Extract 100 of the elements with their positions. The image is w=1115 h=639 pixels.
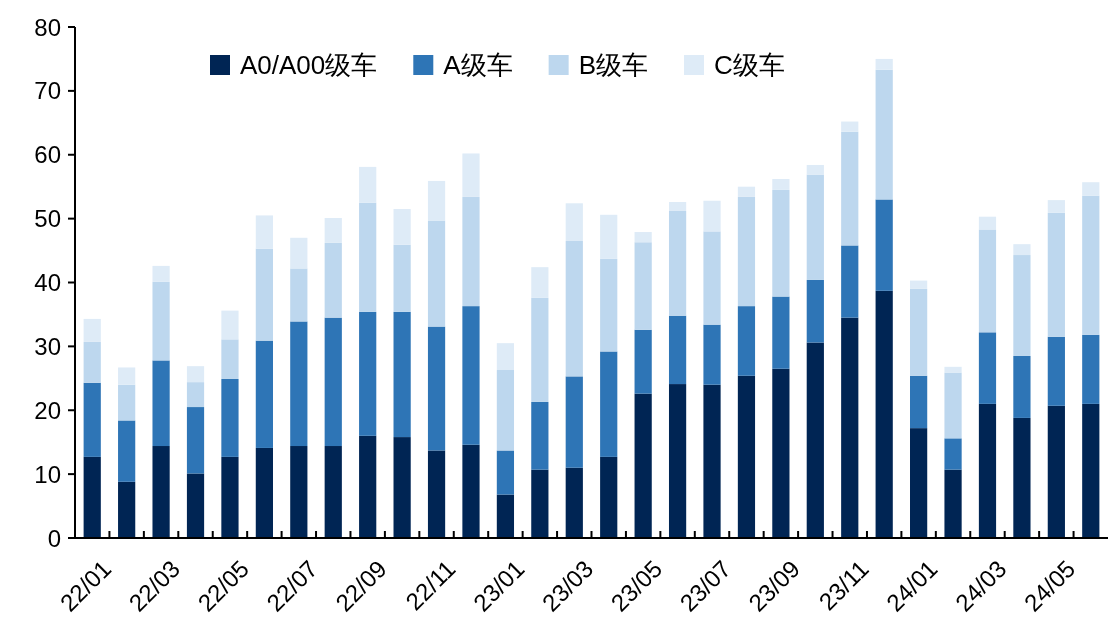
bar [393, 244, 411, 312]
bar [703, 384, 721, 538]
bar [83, 382, 101, 457]
bar [118, 420, 136, 482]
bar [393, 437, 411, 538]
bar [1013, 355, 1031, 418]
bar [841, 131, 859, 246]
bar [772, 179, 790, 190]
bar [703, 200, 721, 232]
bar [875, 199, 893, 291]
bar [531, 297, 549, 402]
bar [944, 366, 962, 373]
bar [1082, 403, 1100, 538]
bar [324, 317, 342, 447]
bar [118, 384, 136, 421]
bar [1082, 195, 1100, 335]
bar [255, 447, 273, 538]
bar [1013, 244, 1031, 256]
bar [255, 248, 273, 341]
bar [531, 267, 549, 298]
bar [703, 324, 721, 385]
bar [359, 435, 377, 538]
bar [255, 215, 273, 249]
bar [772, 189, 790, 297]
legend-label: B级车 [578, 50, 648, 80]
bar [393, 311, 411, 438]
y-tick-label: 20 [34, 396, 61, 424]
bar [703, 231, 721, 325]
bar [83, 456, 101, 538]
y-tick-label: 70 [34, 77, 61, 105]
bar [600, 258, 618, 352]
bar [496, 370, 515, 451]
bar [1082, 334, 1100, 404]
bar [634, 329, 652, 394]
bar [427, 220, 446, 327]
bar [978, 332, 997, 404]
bar [531, 469, 549, 538]
bar [910, 280, 928, 289]
bar [772, 368, 790, 538]
bar [221, 456, 239, 538]
bar [841, 317, 859, 538]
bar [875, 58, 893, 70]
bar [152, 281, 170, 361]
bar [221, 339, 239, 379]
bar [978, 229, 997, 333]
bar [806, 342, 824, 538]
legend-label: C级车 [713, 50, 785, 80]
bar [944, 438, 962, 470]
bar [118, 481, 136, 538]
bar [324, 217, 342, 243]
bar [462, 196, 480, 307]
bar [290, 237, 308, 269]
bar [668, 384, 687, 538]
bar [910, 288, 928, 376]
bar [1047, 405, 1065, 538]
bar [221, 378, 239, 457]
bar [600, 351, 618, 457]
bar [668, 210, 687, 316]
bar [186, 382, 205, 408]
bar [668, 315, 687, 385]
y-tick-label: 30 [34, 332, 61, 360]
bar [531, 401, 549, 470]
bar [806, 174, 824, 280]
bar [565, 240, 583, 377]
bar [737, 186, 756, 197]
bar [186, 473, 205, 538]
bar [944, 372, 962, 439]
bar [634, 232, 652, 243]
bar [83, 318, 101, 342]
bar [600, 214, 618, 259]
y-tick-label: 60 [34, 141, 61, 169]
bar [359, 202, 377, 312]
bar [83, 341, 101, 383]
bar [186, 407, 205, 474]
bar [462, 153, 480, 197]
bar [600, 456, 618, 538]
bar [634, 393, 652, 538]
bar [427, 326, 446, 451]
legend-label: A级车 [443, 50, 513, 80]
bar [255, 340, 273, 448]
y-tick-label: 10 [34, 460, 61, 488]
bar [841, 121, 859, 132]
bar [737, 306, 756, 376]
y-tick-label: 0 [47, 524, 61, 552]
bar [152, 360, 170, 447]
bar [737, 196, 756, 307]
bar [359, 166, 377, 203]
legend-label: A0/A00级车 [240, 50, 378, 80]
bar [565, 376, 583, 468]
bar [496, 343, 515, 371]
bar [1013, 417, 1031, 538]
bar [290, 321, 308, 447]
bar [1047, 200, 1065, 213]
bar [1047, 336, 1065, 406]
bar [427, 180, 446, 221]
bar [290, 446, 308, 538]
bar [634, 242, 652, 330]
bar [910, 428, 928, 538]
bar [496, 494, 515, 538]
bar [772, 296, 790, 369]
